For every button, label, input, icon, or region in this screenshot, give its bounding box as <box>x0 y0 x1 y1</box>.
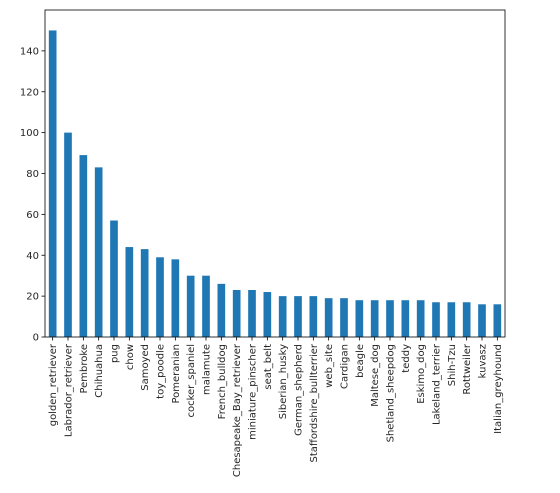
y-tick-label: 40 <box>26 251 39 262</box>
bar-Rottweiler <box>462 302 471 337</box>
bar-French_bulldog <box>217 283 226 337</box>
y-tick-label: 0 <box>33 333 39 344</box>
x-tick-label: Shetland_sheepdog <box>386 344 397 442</box>
x-tick-label: malamute <box>202 344 213 395</box>
plot-frame <box>44 9 506 338</box>
bar-Staffordshire_bullterrier <box>309 296 318 337</box>
bar-Cardigan <box>340 298 348 337</box>
x-tick-label: German_shepherd <box>294 344 305 436</box>
bar-kuvasz <box>478 304 486 337</box>
y-tick-label: 60 <box>26 210 39 221</box>
bar-Labrador_retriever <box>64 132 72 337</box>
x-tick-label: kuvasz <box>478 344 489 378</box>
bar-Chihuahua <box>94 167 103 337</box>
x-tick-label: Siberian_husky <box>278 344 289 419</box>
x-tick-label: Samoyed <box>140 344 151 391</box>
x-tick-label: web_site <box>324 344 335 388</box>
bar-web_site <box>324 298 333 337</box>
bar-Lakeland_terrier <box>432 302 440 337</box>
bar-Samoyed <box>140 249 149 337</box>
bar-German_shepherd <box>294 296 302 337</box>
y-tick-label: 140 <box>20 46 39 57</box>
x-tick-label: pug <box>110 344 121 363</box>
x-tick-label: Rottweiler <box>462 343 473 394</box>
x-tick-label: Maltese_dog <box>370 344 381 407</box>
y-tick-label: 120 <box>20 87 39 98</box>
x-tick-label: teddy <box>401 344 412 373</box>
bar-toy_poodle <box>156 257 164 337</box>
bar-cocker_spaniel <box>186 275 195 337</box>
bar-beagle <box>355 300 364 337</box>
bar-Shetland_sheepdog <box>386 300 394 337</box>
x-tick-label: chow <box>125 344 136 370</box>
x-tick-label: cocker_spaniel <box>186 344 197 418</box>
bar-Shih-Tzu <box>447 302 456 337</box>
bar-golden_retriever <box>48 30 57 337</box>
y-tick-label: 100 <box>20 128 39 139</box>
x-tick-label: golden_retriever <box>48 343 59 426</box>
x-tick-label: Shih-Tzu <box>447 344 458 386</box>
bar-teddy <box>401 300 410 337</box>
bar-Pomeranian <box>171 259 180 337</box>
y-axis: 0 20 40 60 80 100 120 140 <box>20 46 45 344</box>
bar-seat_belt <box>263 292 272 337</box>
bar-Chesapeake_Bay_retriever <box>232 289 241 337</box>
x-tick-label: Chihuahua <box>94 344 105 398</box>
bar-Pembroke <box>79 155 88 337</box>
x-tick-label: Italian_greyhound <box>493 344 504 434</box>
x-tick-label: toy_poodle <box>156 344 167 399</box>
bar-Siberian_husky <box>278 296 287 337</box>
x-tick-label: miniature_pinscher <box>248 343 259 440</box>
x-tick-label: seat_belt <box>263 344 274 390</box>
bar-miniature_pinscher <box>248 289 256 337</box>
x-tick-label: Pembroke <box>79 344 90 394</box>
bar-pug <box>110 220 118 337</box>
bar-malamute <box>202 275 210 337</box>
bar-Maltese_dog <box>370 300 379 337</box>
x-tick-label: Pomeranian <box>171 344 182 404</box>
bars-group <box>48 30 502 337</box>
x-axis: golden_retriever Labrador_retriever Pembro… <box>48 337 504 477</box>
x-tick-label: Labrador_retriever <box>64 343 75 437</box>
x-tick-label: Staffordshire_bullterrier <box>309 343 320 462</box>
bar-Italian_greyhound <box>493 304 502 337</box>
x-tick-label: beagle <box>355 344 366 378</box>
x-tick-label: Lakeland_terrier <box>432 343 443 425</box>
x-tick-label: Cardigan <box>340 344 351 389</box>
x-tick-label: Eskimo_dog <box>416 344 427 404</box>
y-tick-label: 20 <box>26 292 39 303</box>
x-tick-label: French_bulldog <box>217 344 228 419</box>
bar-chow <box>125 247 134 337</box>
x-tick-label: Chesapeake_Bay_retriever <box>232 343 243 477</box>
y-tick-label: 80 <box>26 169 39 180</box>
bar-Eskimo_dog <box>416 300 425 337</box>
